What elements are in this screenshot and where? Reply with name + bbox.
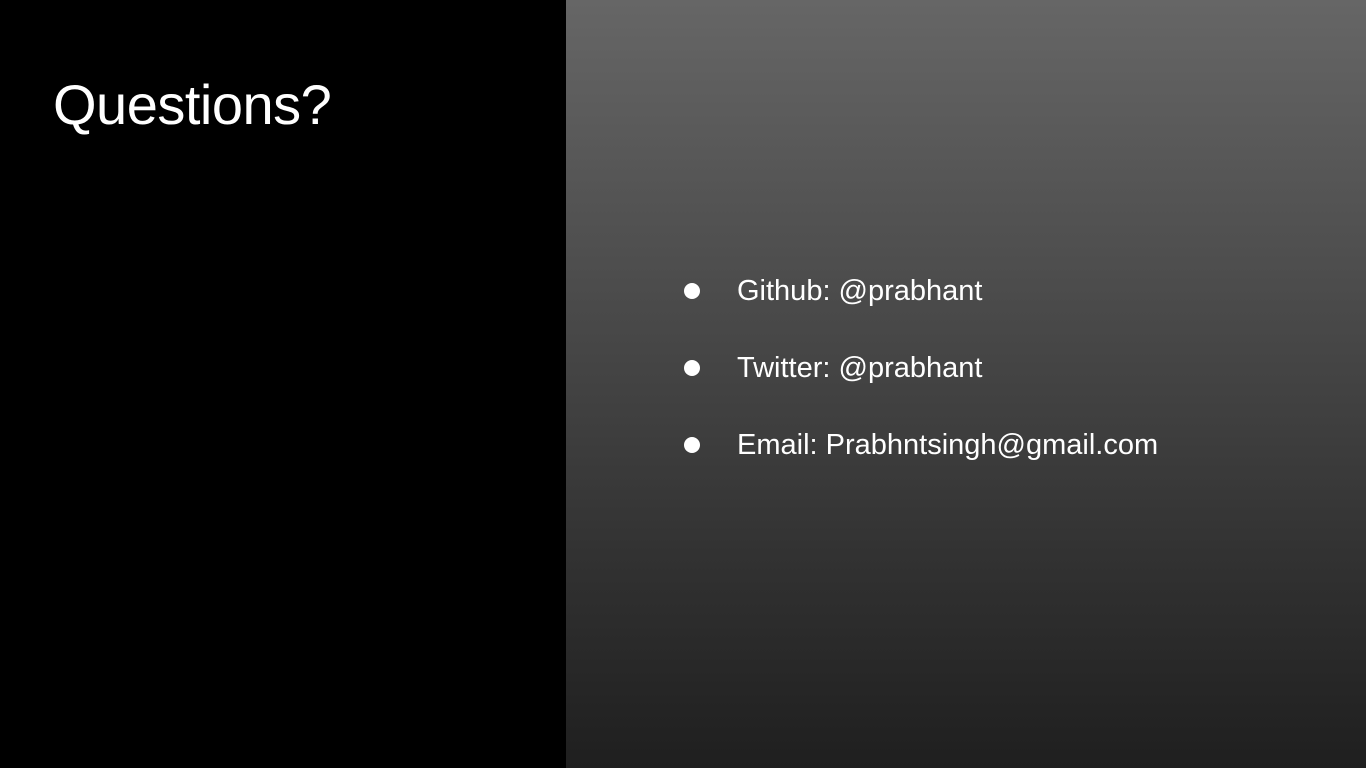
contact-list: Github: @prabhant Twitter: @prabhant Ema… — [684, 270, 1158, 466]
right-panel — [566, 0, 1366, 768]
contact-twitter-text: Twitter: @prabhant — [737, 352, 983, 384]
contact-item-github: Github: @prabhant — [684, 270, 1158, 312]
bullet-icon — [684, 283, 700, 299]
left-panel: Questions? — [0, 0, 566, 768]
contact-github-text: Github: @prabhant — [737, 275, 983, 307]
bullet-icon — [684, 360, 700, 376]
contact-item-email: Email: Prabhntsingh@gmail.com — [684, 424, 1158, 466]
contact-item-twitter: Twitter: @prabhant — [684, 347, 1158, 389]
slide-title: Questions? — [53, 73, 332, 136]
contact-email-text: Email: Prabhntsingh@gmail.com — [737, 429, 1159, 461]
bullet-icon — [684, 437, 700, 453]
